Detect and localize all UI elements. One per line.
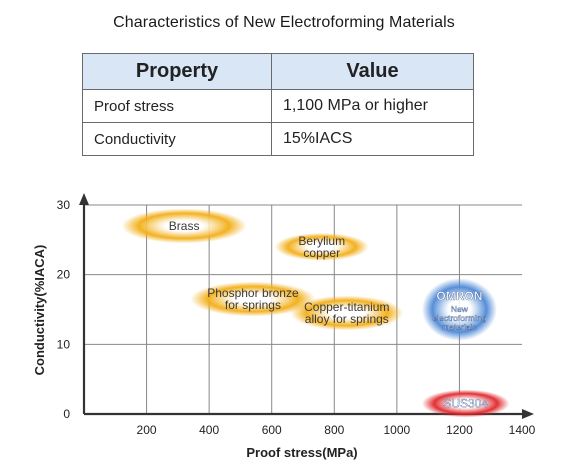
x-tick-label: 200 xyxy=(137,423,157,437)
x-tick-label: 1000 xyxy=(384,423,411,437)
data-label: copper xyxy=(303,246,340,260)
y-tick-label: 0 xyxy=(63,407,70,421)
cell-value: 1,100 MPa or higher xyxy=(271,89,474,123)
properties-table: Property Value Proof stress 1,100 MPa or… xyxy=(82,53,474,156)
cell-property: Conductivity xyxy=(82,122,272,156)
chart-point-region xyxy=(290,295,404,331)
chart-point-region xyxy=(190,281,316,317)
data-label: alloy for springs xyxy=(305,312,389,326)
cell-value: 15%IACS xyxy=(271,122,474,156)
x-tick-label: 400 xyxy=(199,423,219,437)
data-label: New xyxy=(451,304,469,314)
data-label: electroforming xyxy=(432,313,486,323)
chart-point-region xyxy=(421,389,510,418)
x-tick-label: 1200 xyxy=(446,423,473,437)
y-axis-arrow-icon xyxy=(79,193,89,205)
x-tick-label: 1400 xyxy=(509,423,536,437)
y-tick-label: 10 xyxy=(57,337,71,351)
header-value: Value xyxy=(271,53,474,90)
page-title: Characteristics of New Electroforming Ma… xyxy=(113,14,455,31)
y-tick-label: 30 xyxy=(57,198,71,212)
data-label: Phosphor bronze xyxy=(207,286,299,300)
data-label: Brass xyxy=(169,219,200,233)
chart-point-region xyxy=(274,232,369,261)
table-header-row: Property Value xyxy=(82,53,474,90)
data-label: OMRON xyxy=(436,289,482,303)
x-axis-arrow-icon xyxy=(522,409,534,419)
data-label: materials xyxy=(442,322,476,332)
x-axis-title: Proof stress(MPa) xyxy=(246,445,357,460)
table-row: Conductivity 15%IACS xyxy=(82,122,474,156)
chart-points xyxy=(121,208,510,418)
data-label: SUS304 xyxy=(443,397,488,411)
chart-point-region xyxy=(421,278,497,341)
table-row: Proof stress 1,100 MPa or higher xyxy=(82,89,474,123)
y-tick-label: 20 xyxy=(57,268,71,282)
chart-point-region xyxy=(121,208,247,244)
x-tick-label: 600 xyxy=(262,423,282,437)
data-label: Copper-titanium xyxy=(304,300,389,314)
y-axis-title: Conductivity(%IACA) xyxy=(32,245,47,376)
x-tick-label: 800 xyxy=(324,423,344,437)
data-label: for springs xyxy=(225,298,281,312)
data-label: Berylium xyxy=(298,234,345,248)
cell-property: Proof stress xyxy=(82,89,272,123)
